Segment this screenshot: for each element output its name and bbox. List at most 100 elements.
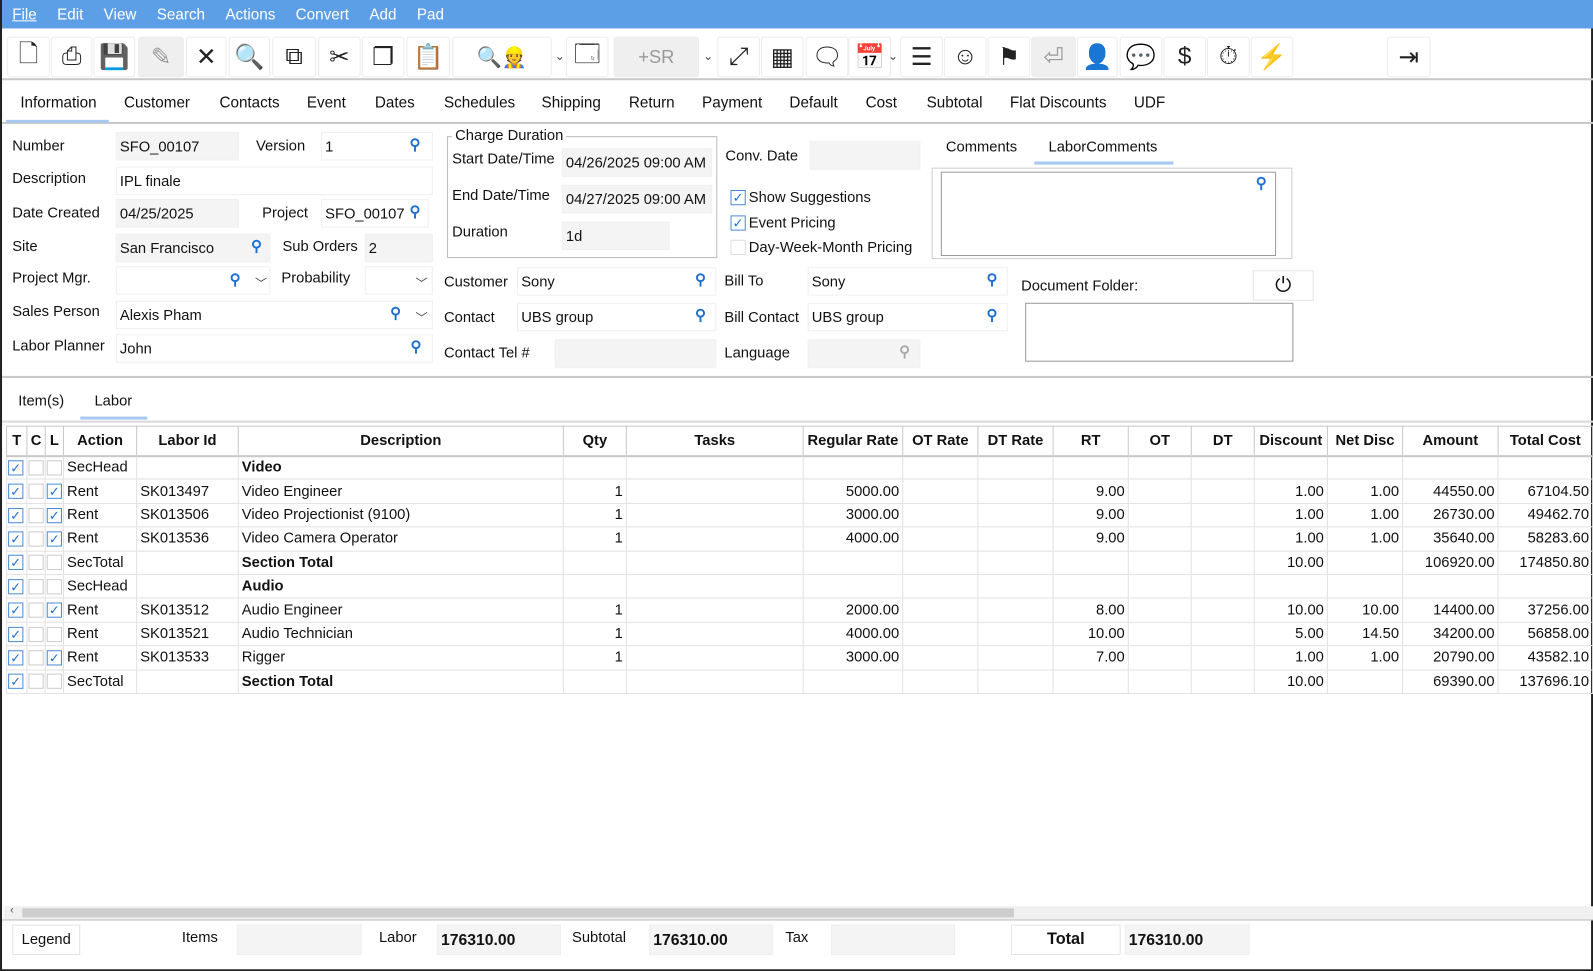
cell-dt_rate[interactable] [977,502,1054,528]
column-header[interactable]: Total Cost [1497,425,1593,457]
cell-net[interactable]: 1.00 [1326,502,1404,528]
t-checkbox[interactable]: ✓ [8,555,24,571]
cell-total[interactable]: 56858.00 [1497,621,1593,647]
cell-desc[interactable]: Audio Technician [237,621,564,647]
legend-button[interactable]: Legend [12,924,81,956]
labor-comments-textarea[interactable] [940,171,1277,257]
column-header[interactable]: DT Rate [977,425,1054,457]
cell-net[interactable] [1326,573,1404,599]
power-icon[interactable]: ⏻ [1252,270,1314,301]
l-checkbox[interactable]: ✓ [46,602,62,618]
clipboard-icon[interactable]: 📋 [406,36,451,78]
cell-ot[interactable] [1127,550,1192,576]
add-sr-button[interactable]: +SR [613,36,700,78]
cell-ot[interactable] [1127,455,1192,480]
duplicate-icon[interactable]: ❐ [361,36,405,78]
t-checkbox[interactable]: ✓ [8,531,24,547]
cell-ot[interactable] [1127,597,1192,623]
cell-qty[interactable]: 1 [562,621,627,647]
tab-labor-comments[interactable]: LaborComments [1048,139,1158,156]
cell-id[interactable]: SK013506 [136,502,239,528]
cell-ot[interactable] [1127,478,1192,504]
comments-search-icon[interactable]: ⚲ [1255,174,1267,193]
document-folder-box[interactable] [1025,302,1294,362]
cell-dt_rate[interactable] [977,455,1054,480]
cell-tasks[interactable] [625,455,804,480]
search-worker-icon[interactable]: 🔍👷 [452,36,552,78]
tab-subtotal[interactable]: Subtotal [926,94,983,112]
version-field[interactable]: 1 [321,132,433,161]
cell-tasks[interactable] [625,597,804,623]
cell-qty[interactable] [562,550,627,576]
menu-search[interactable]: Search [156,5,206,23]
tab-dates[interactable]: Dates [374,94,415,112]
cell-desc[interactable]: Video Engineer [237,478,564,504]
site-search-icon[interactable]: ⚲ [250,237,263,256]
t-checkbox[interactable]: ✓ [8,460,24,476]
cell-rt[interactable] [1052,455,1129,480]
cell-ot_rate[interactable] [902,550,979,576]
cell-ot_rate[interactable] [902,645,979,671]
cell-total[interactable] [1497,455,1593,480]
cell-disc[interactable]: 1.00 [1253,645,1328,671]
t-checkbox[interactable]: ✓ [8,507,24,523]
horizontal-scrollbar[interactable]: ‹ [4,904,1593,920]
menu-convert[interactable]: Convert [295,5,350,23]
tab-contacts[interactable]: Contacts [219,94,280,112]
cell-amount[interactable] [1402,573,1499,599]
c-checkbox[interactable] [28,673,44,690]
probability-chevron-down-icon[interactable]: ﹀ [415,276,428,291]
cell-rate[interactable]: 4000.00 [802,621,904,647]
logout-icon[interactable]: ⇥ [1386,36,1431,78]
tab-cost[interactable]: Cost [865,94,897,112]
close-x-icon[interactable]: ✕ [185,36,227,78]
cell-qty[interactable]: 1 [562,478,627,504]
customer-search-icon[interactable]: ⚲ [694,271,707,289]
cell-action[interactable]: Rent [62,597,138,623]
cell-disc[interactable]: 5.00 [1253,621,1328,647]
cell-amount[interactable]: 14400.00 [1402,597,1499,623]
tab-items[interactable]: Item(s) [18,393,65,410]
lightning-icon[interactable]: ⚡ [1250,36,1294,78]
cell-qty[interactable]: 1 [562,645,627,671]
cell-desc[interactable]: Video Camera Operator [237,526,564,552]
cell-disc[interactable]: 10.00 [1253,669,1328,694]
clock-dollar-icon[interactable]: ⏱ [1207,36,1250,78]
menu-file[interactable]: File [12,5,37,23]
cell-disc[interactable]: 1.00 [1253,478,1328,504]
cell-action[interactable]: Rent [62,526,138,552]
c-checkbox[interactable] [28,626,44,642]
cell-ot_rate[interactable] [902,621,979,647]
column-header[interactable]: T [6,425,28,457]
cell-amount[interactable]: 20790.00 [1402,645,1499,671]
l-checkbox[interactable] [46,460,62,476]
cell-ot[interactable] [1127,669,1192,694]
cell-id[interactable] [136,550,239,576]
toolbar-dropdown-chevron-icon[interactable]: ⌄ [887,48,899,63]
table-row[interactable]: ✓ Rent SK013521 Audio Technician 1 4000.00 10.… [6,621,1593,647]
cell-desc[interactable]: Section Total [237,669,564,694]
tab-schedules[interactable]: Schedules [443,94,516,112]
cell-total[interactable]: 137696.10 [1497,669,1593,694]
cell-action[interactable]: Rent [62,478,138,504]
cell-ot_rate[interactable] [902,455,979,480]
c-checkbox[interactable] [28,483,44,500]
cell-amount[interactable]: 69390.00 [1402,669,1499,694]
end-datetime-field[interactable]: 04/27/2025 09:00 AM [561,184,713,214]
cell-action[interactable]: SecHead [62,455,138,480]
cell-dt[interactable] [1190,478,1255,504]
start-datetime-field[interactable]: 04/26/2025 09:00 AM [561,148,713,177]
bill-to-search-icon[interactable]: ⚲ [986,271,998,289]
table-row[interactable]: ✓ SecHead Video [6,455,1593,480]
sales-person-field[interactable]: Alexis Pham [115,300,433,330]
menu-view[interactable]: View [103,5,137,23]
cell-dt_rate[interactable] [977,645,1054,671]
c-checkbox[interactable] [28,507,44,523]
cell-action[interactable]: Rent [62,621,138,647]
column-header[interactable]: Amount [1402,425,1499,457]
l-checkbox[interactable] [46,555,62,571]
cell-tasks[interactable] [625,550,804,576]
tab-labor[interactable]: Labor [94,393,133,410]
cell-desc[interactable]: Video [237,455,564,480]
cell-rt[interactable]: 7.00 [1052,645,1129,671]
